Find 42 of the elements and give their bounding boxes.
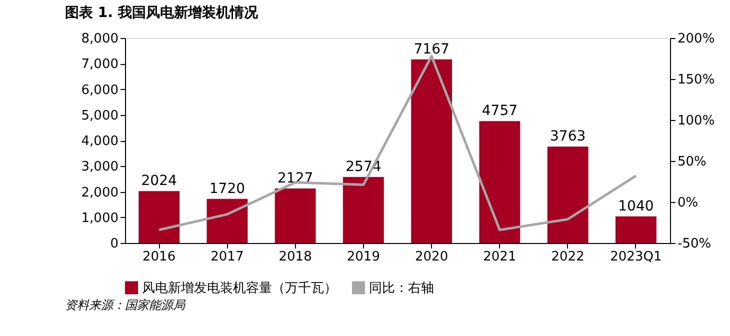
data-label: 4757: [482, 103, 518, 120]
data-label: 7167: [414, 41, 450, 58]
legend-label: 同比：右轴: [369, 280, 434, 296]
y-tick-label: 2,000: [81, 185, 118, 200]
data-label: 1040: [618, 198, 654, 214]
x-tick-label: 2017: [210, 250, 244, 264]
data-label: 1720: [209, 180, 246, 197]
y-tick-label: 4,000: [81, 134, 118, 149]
y2-tick-label: 0%: [678, 196, 698, 210]
legend-label: 风电新增发电装机容量（万千瓦）: [142, 280, 337, 296]
y-tick-label: 6,000: [81, 82, 118, 98]
bar: [547, 146, 588, 243]
bar: [138, 191, 180, 243]
y2-tick-label: 100%: [678, 114, 715, 128]
x-tick-label: 2018: [278, 250, 312, 264]
x-tick-label: 2022: [551, 250, 584, 264]
y-tick-label: 8,000: [81, 32, 118, 46]
data-label: 2024: [141, 173, 177, 190]
x-tick-label: 2016: [142, 250, 176, 264]
text: 资料来源：国家能源局: [65, 298, 186, 312]
x-tick-label: 2020: [415, 250, 448, 264]
x-tick-label: 2019: [346, 250, 380, 264]
x-tick-label: 2021: [483, 250, 516, 264]
chart-title: 图表 1. 我国风电新增装机情况: [65, 4, 259, 21]
y-tick-label: 0: [110, 236, 118, 252]
y-tick-label: 5,000: [81, 108, 118, 124]
bar: [274, 188, 316, 243]
y-tick-label: 7,000: [81, 57, 118, 72]
y2-tick-label: 200%: [678, 32, 715, 46]
y-tick-label: 3,000: [81, 160, 118, 175]
bar: [479, 121, 520, 243]
y-tick-label: 1,000: [81, 210, 118, 226]
data-label: 2574: [346, 159, 382, 176]
y2-tick-label: 50%: [678, 154, 706, 170]
bar: [616, 216, 656, 243]
x-tick-label: 2023Q1: [610, 250, 662, 264]
y2-tick-label: 150%: [678, 72, 715, 88]
bar: [206, 198, 248, 243]
bar: [411, 59, 452, 243]
bar: [343, 177, 384, 243]
y2-tick-label: -50%: [678, 236, 712, 252]
data-label: 3763: [550, 128, 586, 145]
